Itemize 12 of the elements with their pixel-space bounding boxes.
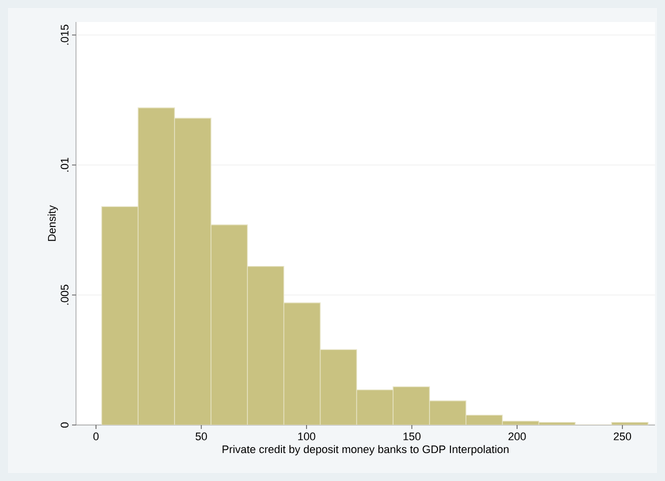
y-tick-label: .015 bbox=[60, 24, 68, 45]
x-tick-label: 100 bbox=[298, 432, 316, 440]
y-tick-label: .005 bbox=[60, 284, 68, 305]
y-tick-label: .01 bbox=[60, 158, 68, 172]
x-tick-label: 0 bbox=[93, 432, 99, 440]
x-tick-label: 150 bbox=[404, 432, 421, 440]
y-tick-label: 0 bbox=[60, 422, 68, 428]
x-tick-label: 250 bbox=[614, 432, 632, 440]
x-tick-label: 50 bbox=[196, 432, 207, 440]
y-axis-title: Density bbox=[48, 205, 58, 241]
x-axis-title: Private credit by deposit money banks to GDP Interpolation bbox=[222, 445, 508, 456]
x-tick-label: 200 bbox=[508, 432, 526, 440]
